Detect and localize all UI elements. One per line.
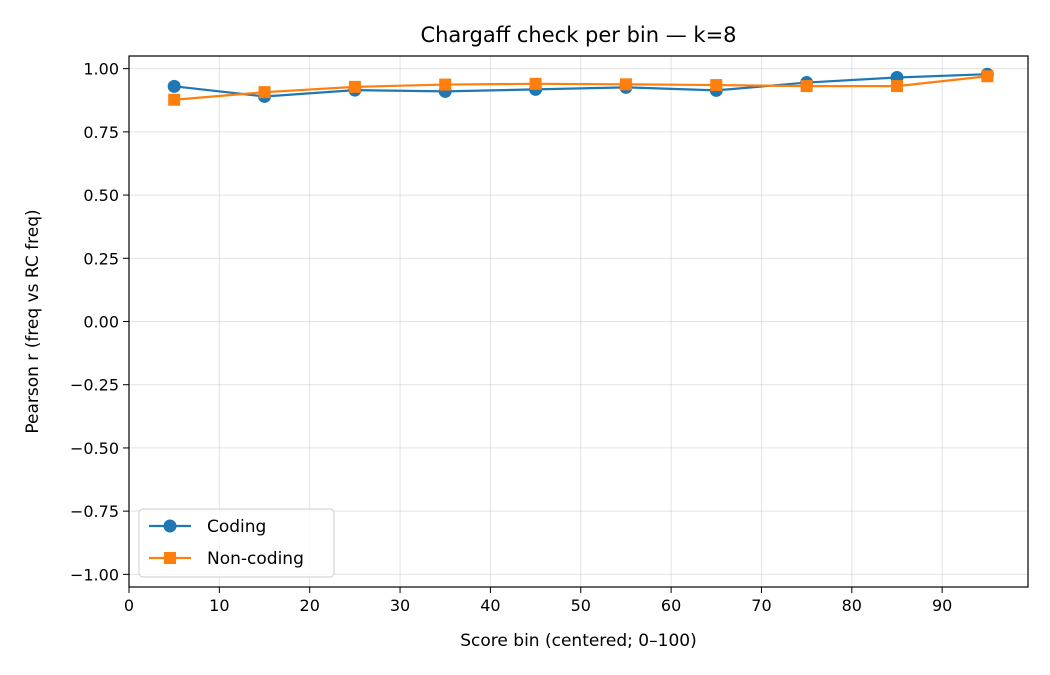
- data-point-non-coding: [439, 78, 452, 91]
- legend-marker-coding: [163, 519, 177, 533]
- y-tick-label: −0.25: [70, 376, 119, 395]
- y-tick-label: 0.00: [83, 313, 119, 332]
- legend-label-non-coding: Non-coding: [207, 549, 304, 569]
- legend-label-coding: Coding: [207, 517, 266, 537]
- x-tick-label: 50: [571, 596, 591, 615]
- x-tick-label: 40: [480, 596, 500, 615]
- x-axis: 0 10 20 30 40 50 60 70 80 90: [124, 587, 952, 615]
- data-point-non-coding: [348, 80, 361, 93]
- x-tick-label: 30: [390, 596, 410, 615]
- y-tick-label: −0.75: [70, 502, 119, 521]
- y-axis: 1.00 0.75 0.50 0.25 0.00 −0.25 −0.50 −0.75 −1.00: [70, 60, 129, 584]
- series-layer: [167, 67, 994, 106]
- x-tick-label: 90: [932, 596, 952, 615]
- x-tick-label: 20: [300, 596, 320, 615]
- data-point-non-coding: [529, 77, 542, 90]
- x-axis-label: Score bin (centered; 0–100): [460, 631, 696, 651]
- y-tick-label: 0.50: [83, 186, 119, 205]
- data-point-non-coding: [890, 80, 903, 93]
- data-point-non-coding: [710, 79, 723, 92]
- series-line-non-coding: [174, 75, 988, 101]
- y-tick-label: −1.00: [70, 565, 119, 584]
- x-tick-label: 0: [124, 596, 134, 615]
- data-point-coding: [167, 79, 181, 93]
- grid: [128, 56, 1028, 587]
- legend: Coding Non-coding: [138, 508, 335, 578]
- y-tick-label: 0.25: [83, 249, 119, 268]
- series-line-coding: [174, 73, 988, 98]
- x-tick-label: 80: [842, 596, 862, 615]
- y-tick-label: 0.75: [83, 123, 119, 142]
- x-tick-label: 70: [751, 596, 771, 615]
- data-point-non-coding: [258, 86, 271, 99]
- x-tick-label: 60: [661, 596, 681, 615]
- chart-title: Chargaff check per bin — k=8: [420, 23, 736, 47]
- y-tick-label: −0.50: [70, 439, 119, 458]
- data-point-non-coding: [619, 78, 632, 91]
- x-tick-label: 10: [209, 596, 229, 615]
- y-axis-label: Pearson r (freq vs RC freq): [23, 209, 43, 433]
- data-point-non-coding: [168, 93, 181, 106]
- y-tick-label: 1.00: [83, 60, 119, 79]
- series-non-coding: [168, 70, 994, 106]
- data-point-non-coding: [981, 70, 994, 83]
- data-point-non-coding: [800, 80, 813, 93]
- legend-marker-non-coding: [164, 552, 176, 564]
